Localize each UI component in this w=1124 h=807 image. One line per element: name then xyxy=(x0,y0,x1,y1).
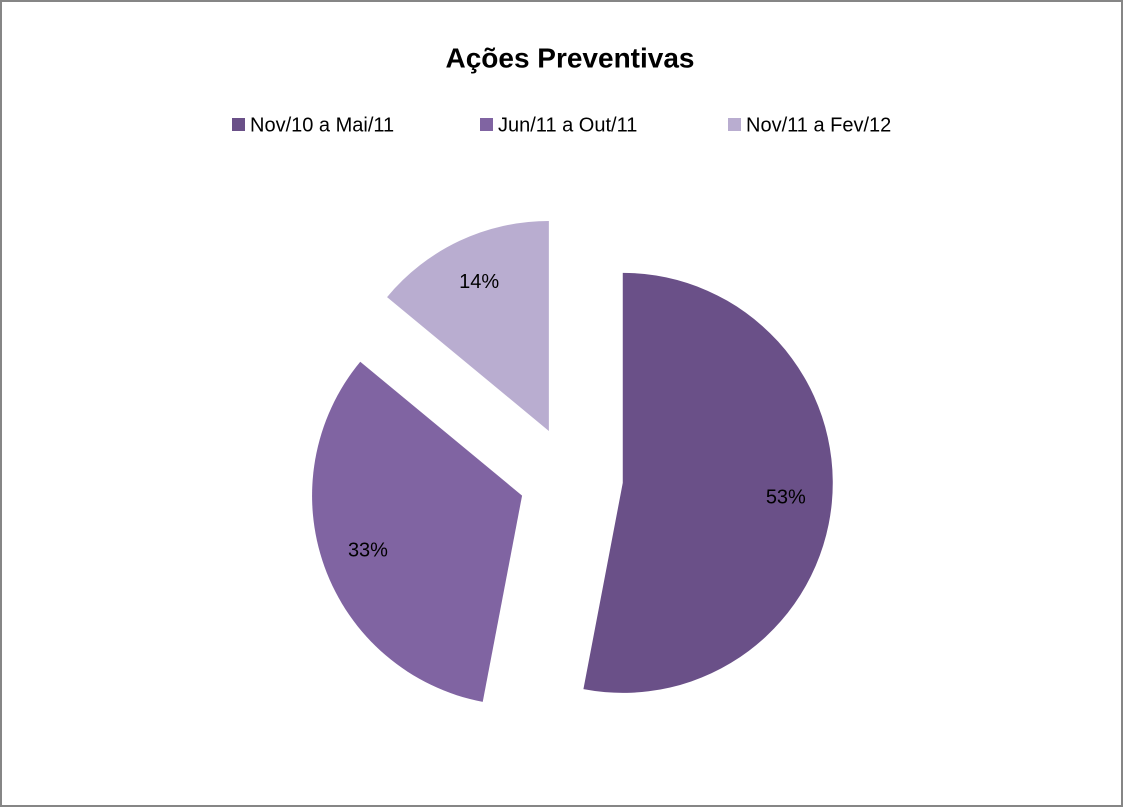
legend-label: Nov/11 a Fev/12 xyxy=(746,114,891,136)
pie-slice xyxy=(387,220,549,431)
legend-swatch xyxy=(728,118,741,131)
data-label: 14% xyxy=(459,271,499,293)
pie-slice xyxy=(312,361,523,702)
data-label: 53% xyxy=(766,487,806,509)
legend-swatch xyxy=(480,118,493,131)
data-label: 33% xyxy=(348,539,388,561)
legend-label: Nov/10 a Mai/11 xyxy=(250,114,394,136)
chart-title: Ações Preventivas xyxy=(445,42,694,73)
legend-swatch xyxy=(232,118,245,131)
legend-label: Jun/11 a Out/11 xyxy=(498,114,637,136)
pie-slice xyxy=(583,272,833,693)
